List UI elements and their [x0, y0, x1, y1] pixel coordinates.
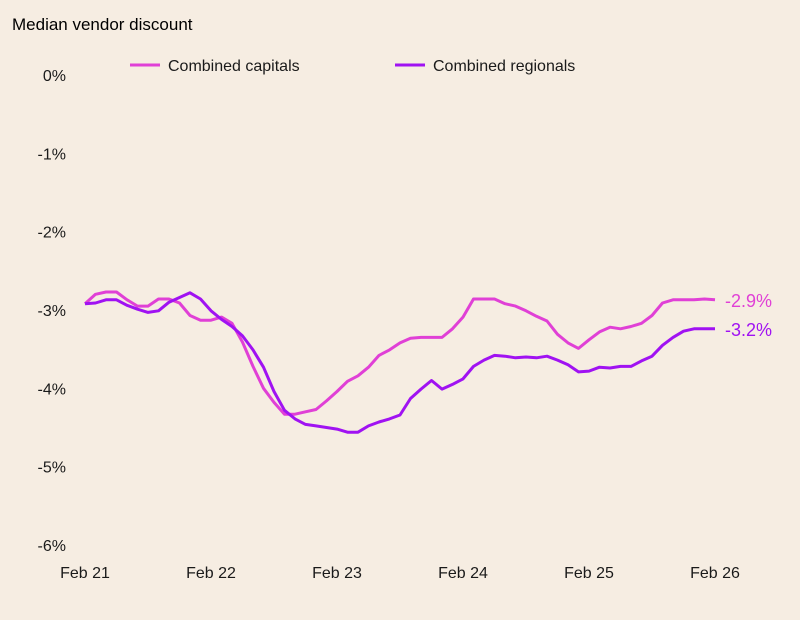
y-tick-label: -6%	[38, 538, 66, 555]
y-axis: 0% -1% -2% -3% -4% -5% -6%	[38, 68, 66, 555]
y-tick-label: -2%	[38, 225, 66, 242]
legend-label: Combined regionals	[433, 58, 575, 75]
x-tick-label: Feb 25	[564, 565, 614, 582]
x-tick-label: Feb 22	[186, 565, 236, 582]
y-tick-label: -5%	[38, 460, 66, 477]
end-value-label: -2.9%	[725, 291, 772, 311]
x-tick-label: Feb 21	[60, 565, 110, 582]
chart-title: Median vendor discount	[12, 15, 193, 34]
x-tick-label: Feb 23	[312, 565, 362, 582]
x-tick-label: Feb 26	[690, 565, 740, 582]
y-tick-label: -1%	[38, 146, 66, 163]
plot-area: -2.9% -3.2%	[83, 290, 772, 434]
x-axis: Feb 21 Feb 22 Feb 23 Feb 24 Feb 25 Feb 26	[60, 565, 740, 582]
legend: Combined capitals Combined regionals	[130, 58, 575, 75]
legend-label: Combined capitals	[168, 58, 300, 75]
series-line	[83, 290, 716, 416]
y-tick-label: -4%	[38, 381, 66, 398]
series-line	[84, 291, 715, 434]
end-value-label: -3.2%	[725, 320, 772, 340]
y-tick-label: 0%	[43, 68, 66, 85]
x-tick-label: Feb 24	[438, 565, 488, 582]
y-tick-label: -3%	[38, 303, 66, 320]
